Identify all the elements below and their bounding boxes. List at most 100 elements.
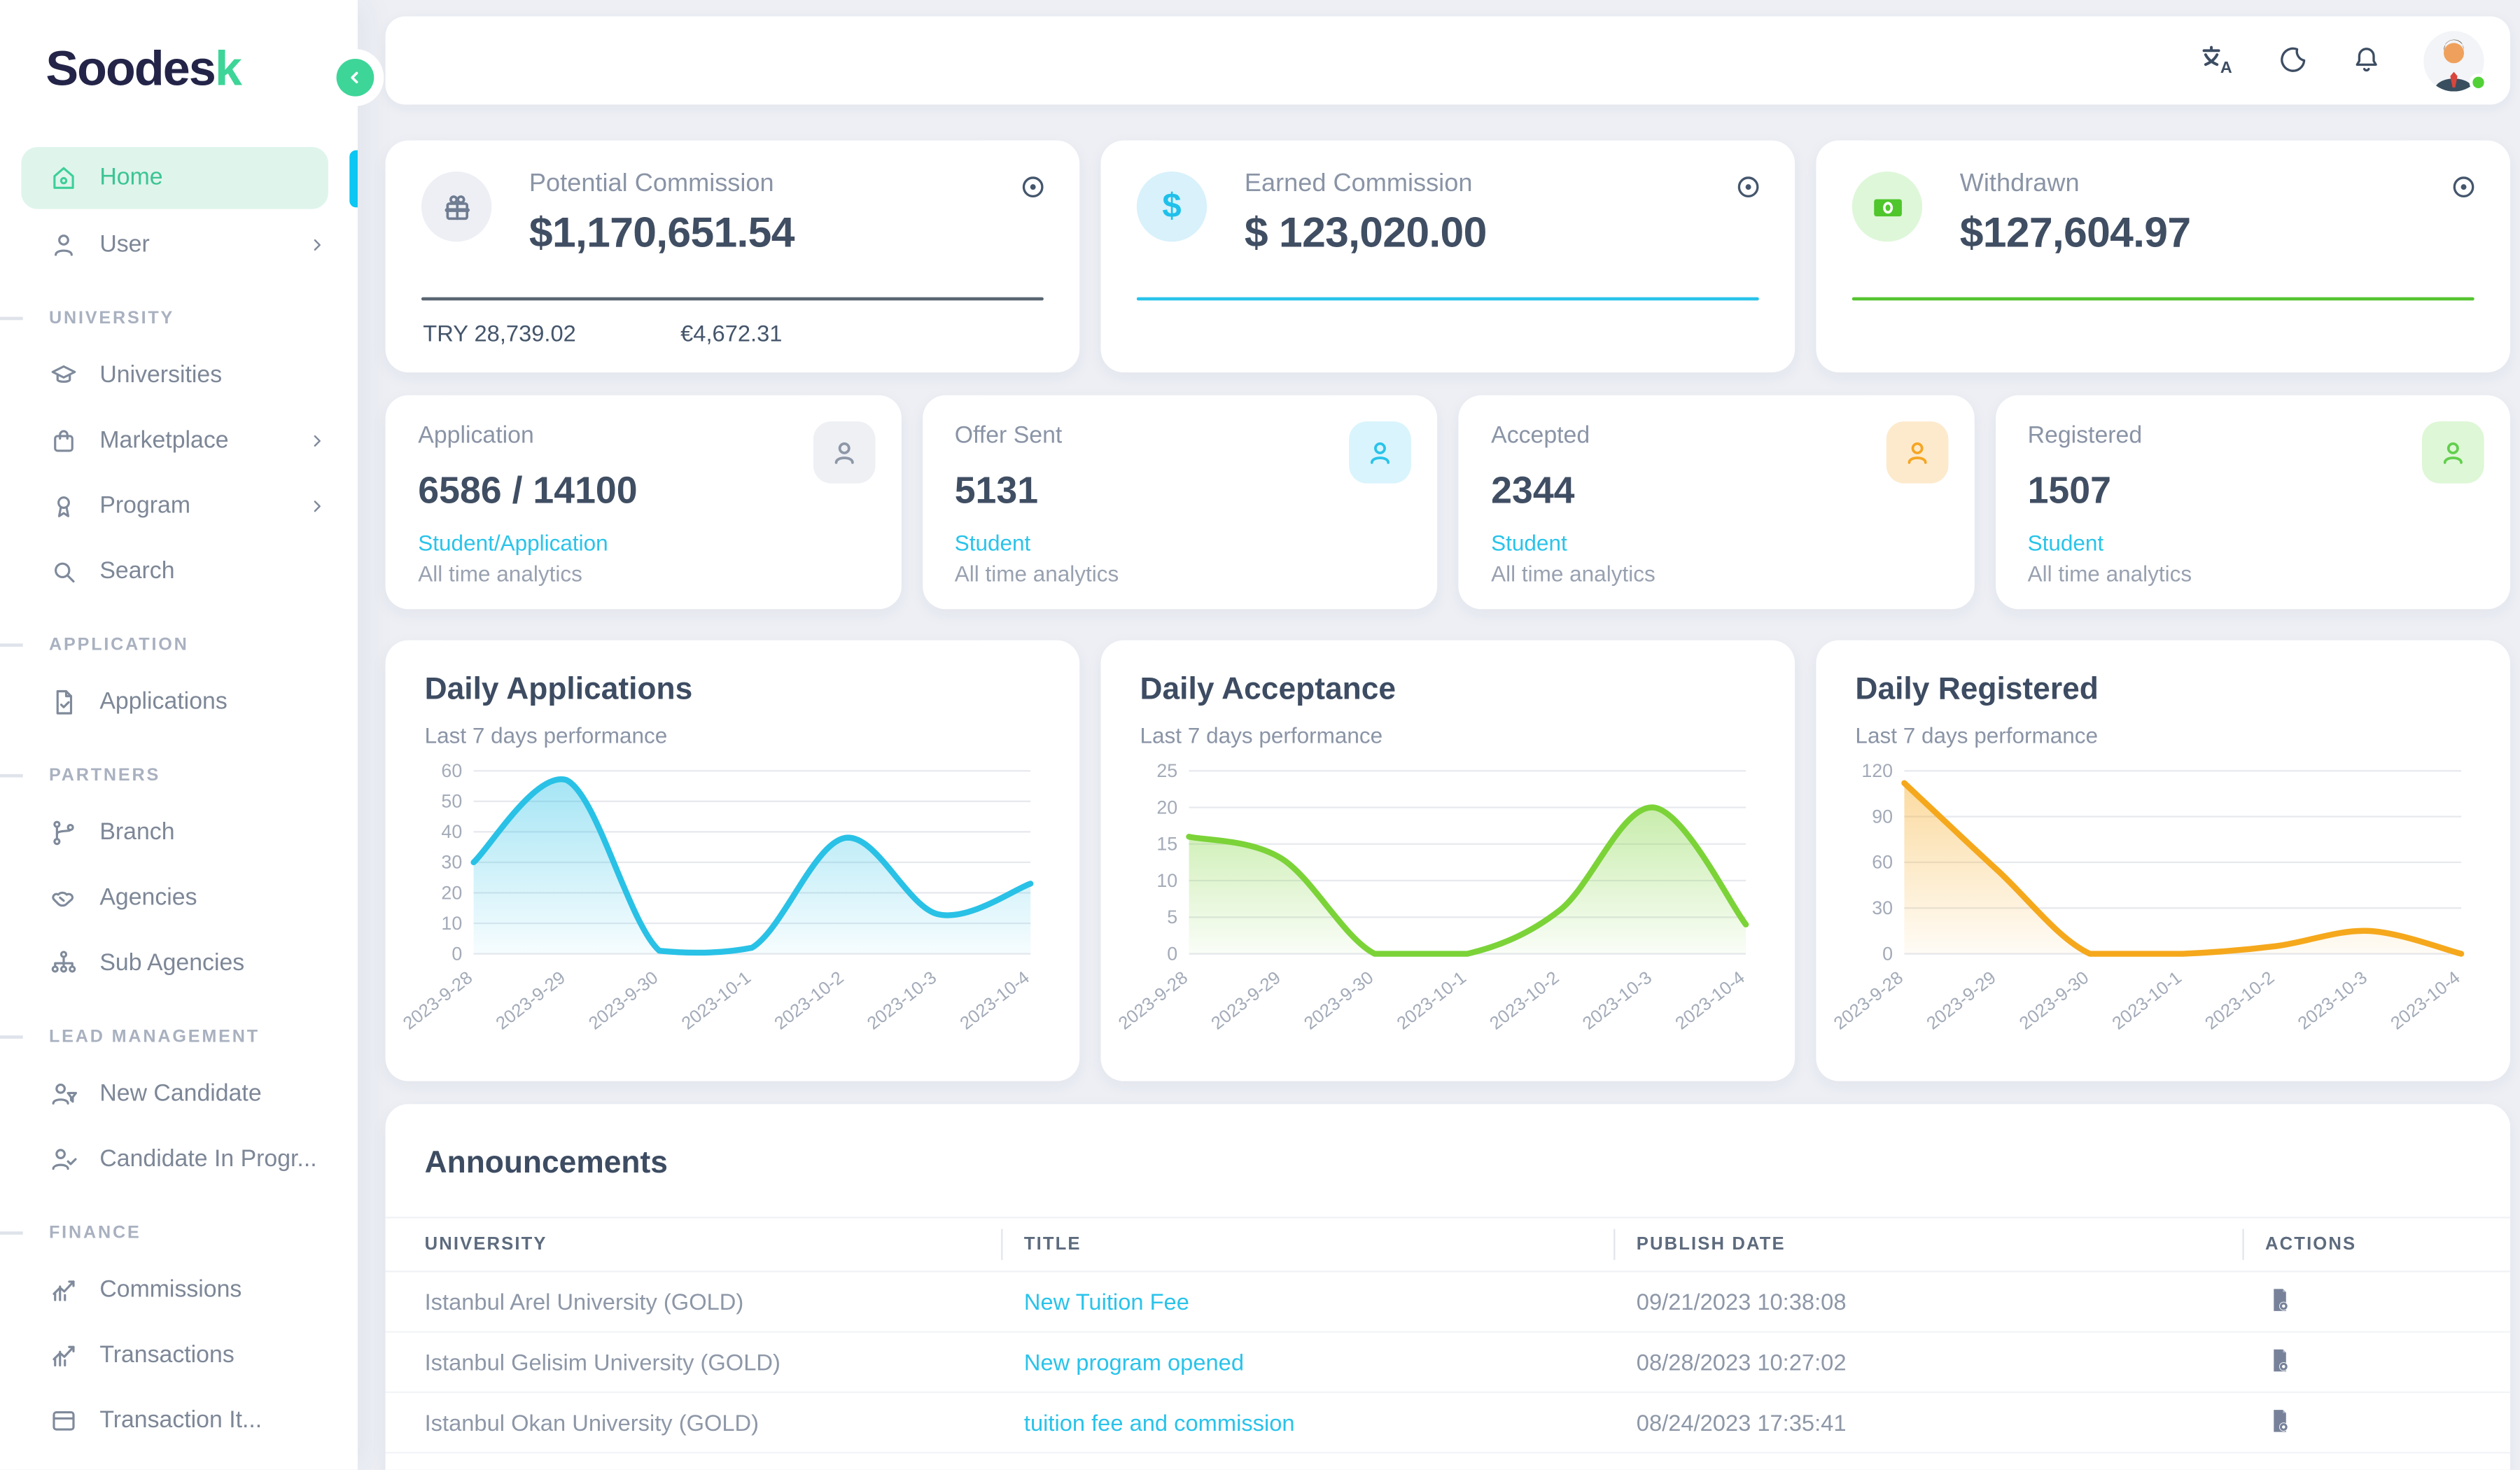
svg-text:2023-10-3: 2023-10-3	[1579, 968, 1656, 1034]
daily-acceptance-chart: 0 5 10 15 20 25 2023-9-28 2023-9-29 2023-9-30 202…	[1115, 760, 1756, 1051]
sidebar-section-university: UNIVERSITY	[0, 294, 358, 343]
stat-caption: All time analytics	[418, 561, 582, 587]
stat-caption: All time analytics	[954, 561, 1119, 587]
toggle-visibility-button[interactable]	[1735, 173, 1763, 201]
section-dash	[0, 1035, 23, 1039]
translate-icon: A	[2202, 46, 2232, 76]
card-title: Earned Commission	[1244, 169, 1473, 198]
stat-link[interactable]: Student	[2027, 531, 2104, 556]
daily-registered-chart-card: Daily Registered Last 7 days performance…	[1816, 640, 2511, 1082]
stat-link[interactable]: Student	[954, 531, 1031, 556]
sidebar-item-label: Universities	[99, 362, 223, 389]
table-row: Istanbul Okan University (GOLD) tuition …	[385, 1393, 2511, 1454]
svg-text:2023-10-3: 2023-10-3	[864, 968, 940, 1034]
translate-button[interactable]: A	[2200, 44, 2236, 77]
stat-link[interactable]: Student/Application	[418, 531, 608, 556]
graduation-cap-icon	[51, 365, 76, 383]
sidebar-item-branch[interactable]: Branch	[0, 800, 358, 865]
sidebar: Soodesk Home User UNIVERSITY Universitie…	[0, 0, 374, 1470]
card-title: Potential Commission	[528, 169, 774, 198]
column-header-publish-date: PUBLISH DATE	[1637, 1235, 2265, 1254]
sidebar-item-agencies[interactable]: Agencies	[0, 866, 358, 931]
svg-text:2023-9-29: 2023-9-29	[1208, 968, 1284, 1034]
svg-text:2023-9-29: 2023-9-29	[492, 968, 568, 1034]
svg-text:0: 0	[1167, 943, 1177, 964]
chart-bars-icon	[52, 1345, 75, 1367]
view-document-button[interactable]	[2265, 1284, 2295, 1314]
cell-title-link[interactable]: tuition fee and commission	[1023, 1409, 1295, 1436]
sidebar-item-transactions[interactable]: Transactions	[0, 1323, 358, 1388]
file-view-icon	[2274, 1408, 2288, 1432]
sidebar-section-lead-management: LEAD MANAGEMENT	[0, 1013, 358, 1062]
list-box-icon	[52, 1410, 75, 1431]
sidebar-item-transaction-items[interactable]: Transaction It...	[0, 1388, 358, 1453]
person-icon	[1885, 421, 1948, 484]
sidebar-item-sub-agencies[interactable]: Sub Agencies	[0, 931, 358, 996]
svg-text:2023-10-4: 2023-10-4	[1672, 968, 1748, 1034]
avatar[interactable]	[2423, 30, 2488, 91]
announcements-table: UNIVERSITY TITLE PUBLISH DATE ACTIONS Is…	[385, 1217, 2511, 1470]
search-icon	[55, 562, 75, 583]
sidebar-section-finance: FINANCE	[0, 1209, 358, 1258]
sidebar-item-search[interactable]: Search	[0, 539, 358, 604]
user-funnel-icon	[52, 1083, 78, 1105]
sidebar-item-label: Candidate In Progr...	[99, 1146, 317, 1173]
sidebar-item-candidate-in-progress[interactable]: Candidate In Progr...	[0, 1127, 358, 1192]
eye-icon	[2453, 176, 2474, 198]
chart-title: Daily Applications	[424, 673, 693, 708]
sidebar-item-new-candidate[interactable]: New Candidate	[0, 1062, 358, 1127]
withdrawn-card: Withdrawn $127,604.97	[1816, 140, 2511, 372]
sidebar-item-program[interactable]: Program	[0, 474, 358, 539]
card-divider	[1851, 297, 2474, 301]
cell-title-link[interactable]: New Tuition Fee	[1023, 1288, 1189, 1315]
cell-title-link[interactable]: New program opened	[1023, 1349, 1244, 1376]
sidebar-collapse-button[interactable]	[336, 58, 374, 97]
svg-text:2023-9-30: 2023-9-30	[1301, 968, 1377, 1034]
svg-text:2023-10-1: 2023-10-1	[678, 968, 755, 1034]
dark-mode-button[interactable]	[2276, 44, 2309, 77]
view-document-button[interactable]	[2265, 1466, 2295, 1470]
table-row-partial	[386, 1453, 2510, 1470]
avatar-photo	[2423, 30, 2484, 91]
stat-value: 5131	[954, 468, 1039, 512]
gift-icon	[421, 171, 492, 242]
announcements-title: Announcements	[424, 1146, 668, 1181]
toggle-visibility-button[interactable]	[2450, 173, 2478, 201]
svg-text:10: 10	[1156, 870, 1177, 891]
stat-value: 6586 / 14100	[418, 468, 638, 512]
sidebar-item-marketplace[interactable]: Marketplace	[0, 408, 358, 473]
notifications-button[interactable]	[2350, 44, 2383, 77]
stat-title: Application	[418, 423, 534, 449]
svg-text:2023-9-30: 2023-9-30	[585, 968, 662, 1034]
online-status-dot	[2469, 72, 2488, 91]
sidebar-section-application: APPLICATION	[0, 621, 358, 670]
svg-text:2023-10-2: 2023-10-2	[2202, 968, 2278, 1034]
bell-icon	[2356, 48, 2377, 72]
sidebar-item-label: Branch	[99, 820, 175, 846]
svg-text:0: 0	[451, 943, 462, 964]
brand-logo-accent: k	[214, 42, 242, 97]
sidebar-item-commissions[interactable]: Commissions	[0, 1258, 358, 1323]
sidebar-item-label: Program	[99, 493, 191, 519]
sidebar-item-universities[interactable]: Universities	[0, 343, 358, 408]
brand-logo: Soodesk	[46, 42, 242, 97]
chart-subtitle: Last 7 days performance	[1855, 723, 2099, 748]
cell-publish-date: 09/21/2023 10:38:08	[1636, 1288, 1847, 1315]
hierarchy-icon	[51, 951, 76, 973]
sidebar-section-partners: PARTNERS	[0, 751, 358, 800]
sidebar-item-user[interactable]: User	[0, 212, 358, 277]
svg-text:20: 20	[441, 882, 462, 903]
sidebar-item-home[interactable]: Home	[21, 146, 328, 209]
stat-title: Registered	[2027, 423, 2143, 449]
sidebar-item-label: Marketplace	[99, 428, 229, 454]
earned-commission-card: $ Earned Commission $ 123,020.00	[1100, 140, 1795, 372]
stat-link[interactable]: Student	[1491, 531, 1567, 556]
topbar: A	[385, 16, 2511, 105]
toggle-visibility-button[interactable]	[1019, 173, 1047, 201]
view-document-button[interactable]	[2265, 1406, 2295, 1435]
sidebar-item-applications[interactable]: Applications	[0, 670, 358, 735]
svg-text:2023-10-1: 2023-10-1	[2108, 968, 2185, 1034]
table-row: Istanbul Arel University (GOLD) New Tuit…	[385, 1273, 2511, 1333]
sidebar-item-label: Sub Agencies	[99, 950, 245, 977]
view-document-button[interactable]	[2265, 1345, 2295, 1374]
